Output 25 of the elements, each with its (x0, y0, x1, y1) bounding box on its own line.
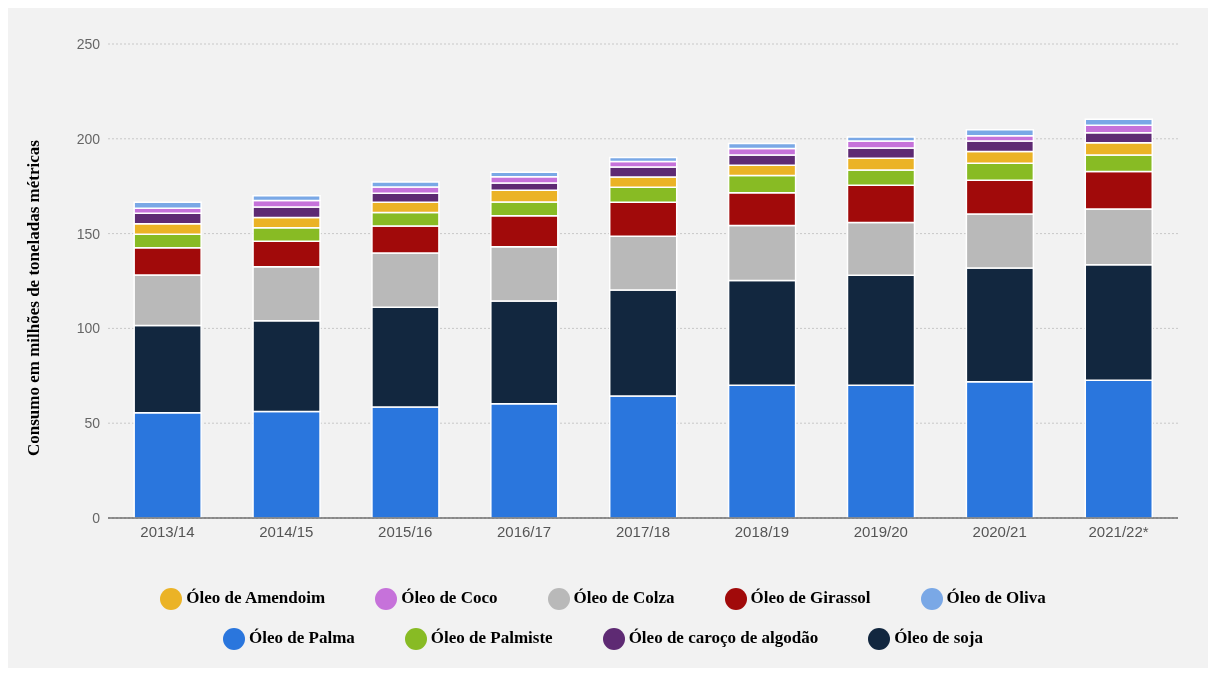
y-axis-title: Consumo em milhões de toneladas métricas (24, 139, 44, 456)
x-tick-label: 2016/17 (496, 522, 552, 540)
x-tick-label: 2019/20 (853, 522, 908, 540)
y-tick-label: 100 (76, 320, 101, 337)
x-tick-label: 2013/14 (140, 522, 195, 540)
x-tick-label: 2015/16 (378, 522, 433, 540)
y-tick-label: 200 (76, 130, 101, 147)
y-tick-label: 250 (76, 35, 101, 52)
x-tick-label: 2014/15 (259, 522, 314, 540)
legend-label: Óleo de Amendoim (186, 588, 326, 607)
legend-label: Óleo de Coco (401, 588, 498, 607)
legend-label: Óleo de Colza (573, 588, 675, 607)
legend-label: Óleo de soja (894, 628, 983, 647)
y-tick-label: 150 (76, 225, 101, 242)
legend-label: Óleo de Girassol (750, 588, 871, 607)
legend-label: Óleo de Palmiste (430, 628, 553, 647)
y-tick-label: 50 (84, 415, 101, 432)
x-tick-label: 2017/18 (615, 522, 671, 540)
x-tick-label: 2020/21 (972, 522, 1027, 540)
legend-label: Óleo de caroço de algodão (628, 628, 819, 647)
x-tick-label: 2021/22* (1088, 522, 1149, 540)
legend-label: Óleo de Palma (249, 628, 355, 647)
x-tick-label: 2018/19 (734, 522, 790, 540)
y-tick-label: 0 (92, 509, 101, 526)
legend-label: Óleo de Oliva (946, 588, 1046, 607)
